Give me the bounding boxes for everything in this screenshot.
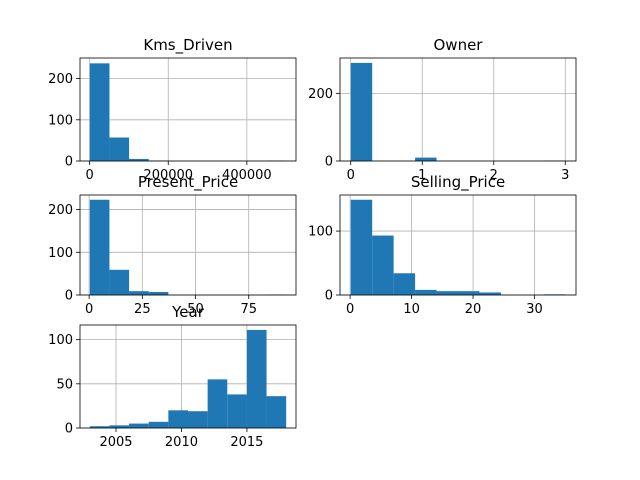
x-tick-label: 10 — [403, 302, 420, 317]
x-tick-label: 50 — [187, 302, 204, 317]
histogram-bar — [168, 410, 188, 428]
histogram-bar — [148, 421, 169, 428]
x-tick-label: 2015 — [230, 435, 263, 450]
histogram-bar — [227, 394, 247, 428]
histogram-bar — [89, 63, 110, 161]
histogram-bar — [458, 291, 480, 295]
x-tick-label: 75 — [240, 302, 257, 317]
axes-frame — [339, 194, 577, 296]
x-tick-label: 0 — [85, 168, 93, 183]
histogram-bar — [129, 158, 149, 161]
axes-frame — [339, 57, 577, 162]
y-tick-label: 200 — [48, 203, 73, 218]
histogram-bar — [89, 199, 110, 295]
y-tick-label: 200 — [48, 72, 73, 87]
histogram-bar — [129, 291, 149, 295]
subplot-title: Present_Price — [138, 173, 238, 192]
subplot-3: 0 25 50 75 0 100 200 Present_Price — [48, 173, 297, 317]
x-tick-label: 20 — [465, 302, 482, 317]
histogram-bar — [415, 157, 437, 161]
x-tick-label: 0 — [347, 168, 355, 183]
y-tick-label: 0 — [65, 289, 73, 304]
y-tick-label: 200 — [308, 87, 333, 102]
histogram-bar — [372, 235, 394, 295]
histogram-bar — [393, 273, 416, 295]
histogram-bar — [188, 411, 208, 428]
subplot-4: 0 10 20 30 0 100 Selling_Price — [308, 173, 577, 317]
histogram-bar — [246, 329, 267, 428]
axes-frame — [79, 57, 297, 162]
histogram-bar — [129, 423, 149, 428]
subplot-title: Owner — [434, 36, 484, 54]
y-tick-label: 50 — [56, 377, 73, 392]
y-tick-label: 100 — [48, 246, 73, 261]
x-tick-label: 200000 — [143, 168, 193, 183]
histogram-bar — [109, 269, 130, 295]
x-tick-label: 0 — [346, 302, 354, 317]
histogram-bar — [415, 289, 437, 295]
x-tick-label: 2 — [490, 168, 498, 183]
y-tick-label: 0 — [325, 289, 333, 304]
histogram-bar — [109, 137, 130, 161]
histogram-bar — [350, 62, 373, 161]
x-tick-label: 0 — [85, 302, 93, 317]
subplot-title: Kms_Driven — [143, 36, 232, 55]
x-tick-label: 3 — [561, 168, 569, 183]
y-tick-label: 0 — [65, 155, 73, 170]
histogram-bar — [109, 425, 130, 428]
x-tick-label: 2005 — [99, 435, 132, 450]
x-tick-label: 1 — [418, 168, 426, 183]
axes-frame — [79, 324, 297, 429]
y-tick-label: 100 — [48, 113, 73, 128]
y-tick-label: 100 — [48, 333, 73, 348]
axes-frame — [79, 194, 297, 296]
subplot-1: 0 200000 400000 0 100 200 Kms_Driven — [48, 36, 297, 183]
x-tick-label: 25 — [134, 302, 151, 317]
subplot-2: 0 1 2 3 0 200 Owner — [308, 36, 577, 183]
histogram-bar — [148, 292, 169, 295]
histogram-bar — [479, 292, 501, 295]
histogram-bar — [89, 426, 110, 428]
x-tick-label: 2010 — [165, 435, 198, 450]
y-tick-label: 0 — [325, 155, 333, 170]
histogram-bar — [436, 291, 458, 295]
subplot-title: Year — [171, 303, 205, 321]
y-tick-label: 100 — [308, 225, 333, 240]
x-tick-label: 30 — [526, 302, 543, 317]
subplot-title: Selling_Price — [411, 173, 505, 192]
histogram-bar — [350, 199, 373, 295]
histogram-bar — [266, 396, 287, 428]
subplot-5: 2005 2010 2015 0 50 100 Year — [48, 303, 297, 450]
y-tick-label: 0 — [65, 422, 73, 437]
x-tick-label: 400000 — [222, 168, 272, 183]
histogram-bar — [207, 379, 228, 428]
